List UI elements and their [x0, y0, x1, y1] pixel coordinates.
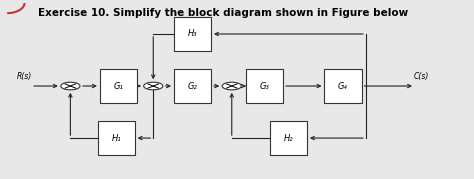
- Circle shape: [61, 82, 80, 90]
- Text: Exercise 10. Simplify the block diagram shown in Figure below: Exercise 10. Simplify the block diagram …: [37, 8, 408, 18]
- Text: C(s): C(s): [414, 72, 429, 81]
- Circle shape: [222, 82, 241, 90]
- Bar: [270, 121, 307, 155]
- Text: G₄: G₄: [338, 81, 348, 91]
- Bar: [174, 17, 211, 51]
- Text: R(s): R(s): [17, 72, 32, 81]
- Bar: [324, 69, 362, 103]
- Text: H₁: H₁: [111, 134, 121, 142]
- Text: G₁: G₁: [113, 81, 123, 91]
- Text: G₃: G₃: [260, 81, 269, 91]
- Bar: [246, 69, 283, 103]
- Text: H₃: H₃: [188, 30, 197, 38]
- Bar: [174, 69, 211, 103]
- Text: G₂: G₂: [188, 81, 198, 91]
- Bar: [98, 121, 135, 155]
- Bar: [100, 69, 137, 103]
- Circle shape: [144, 82, 163, 90]
- Text: H₂: H₂: [283, 134, 293, 142]
